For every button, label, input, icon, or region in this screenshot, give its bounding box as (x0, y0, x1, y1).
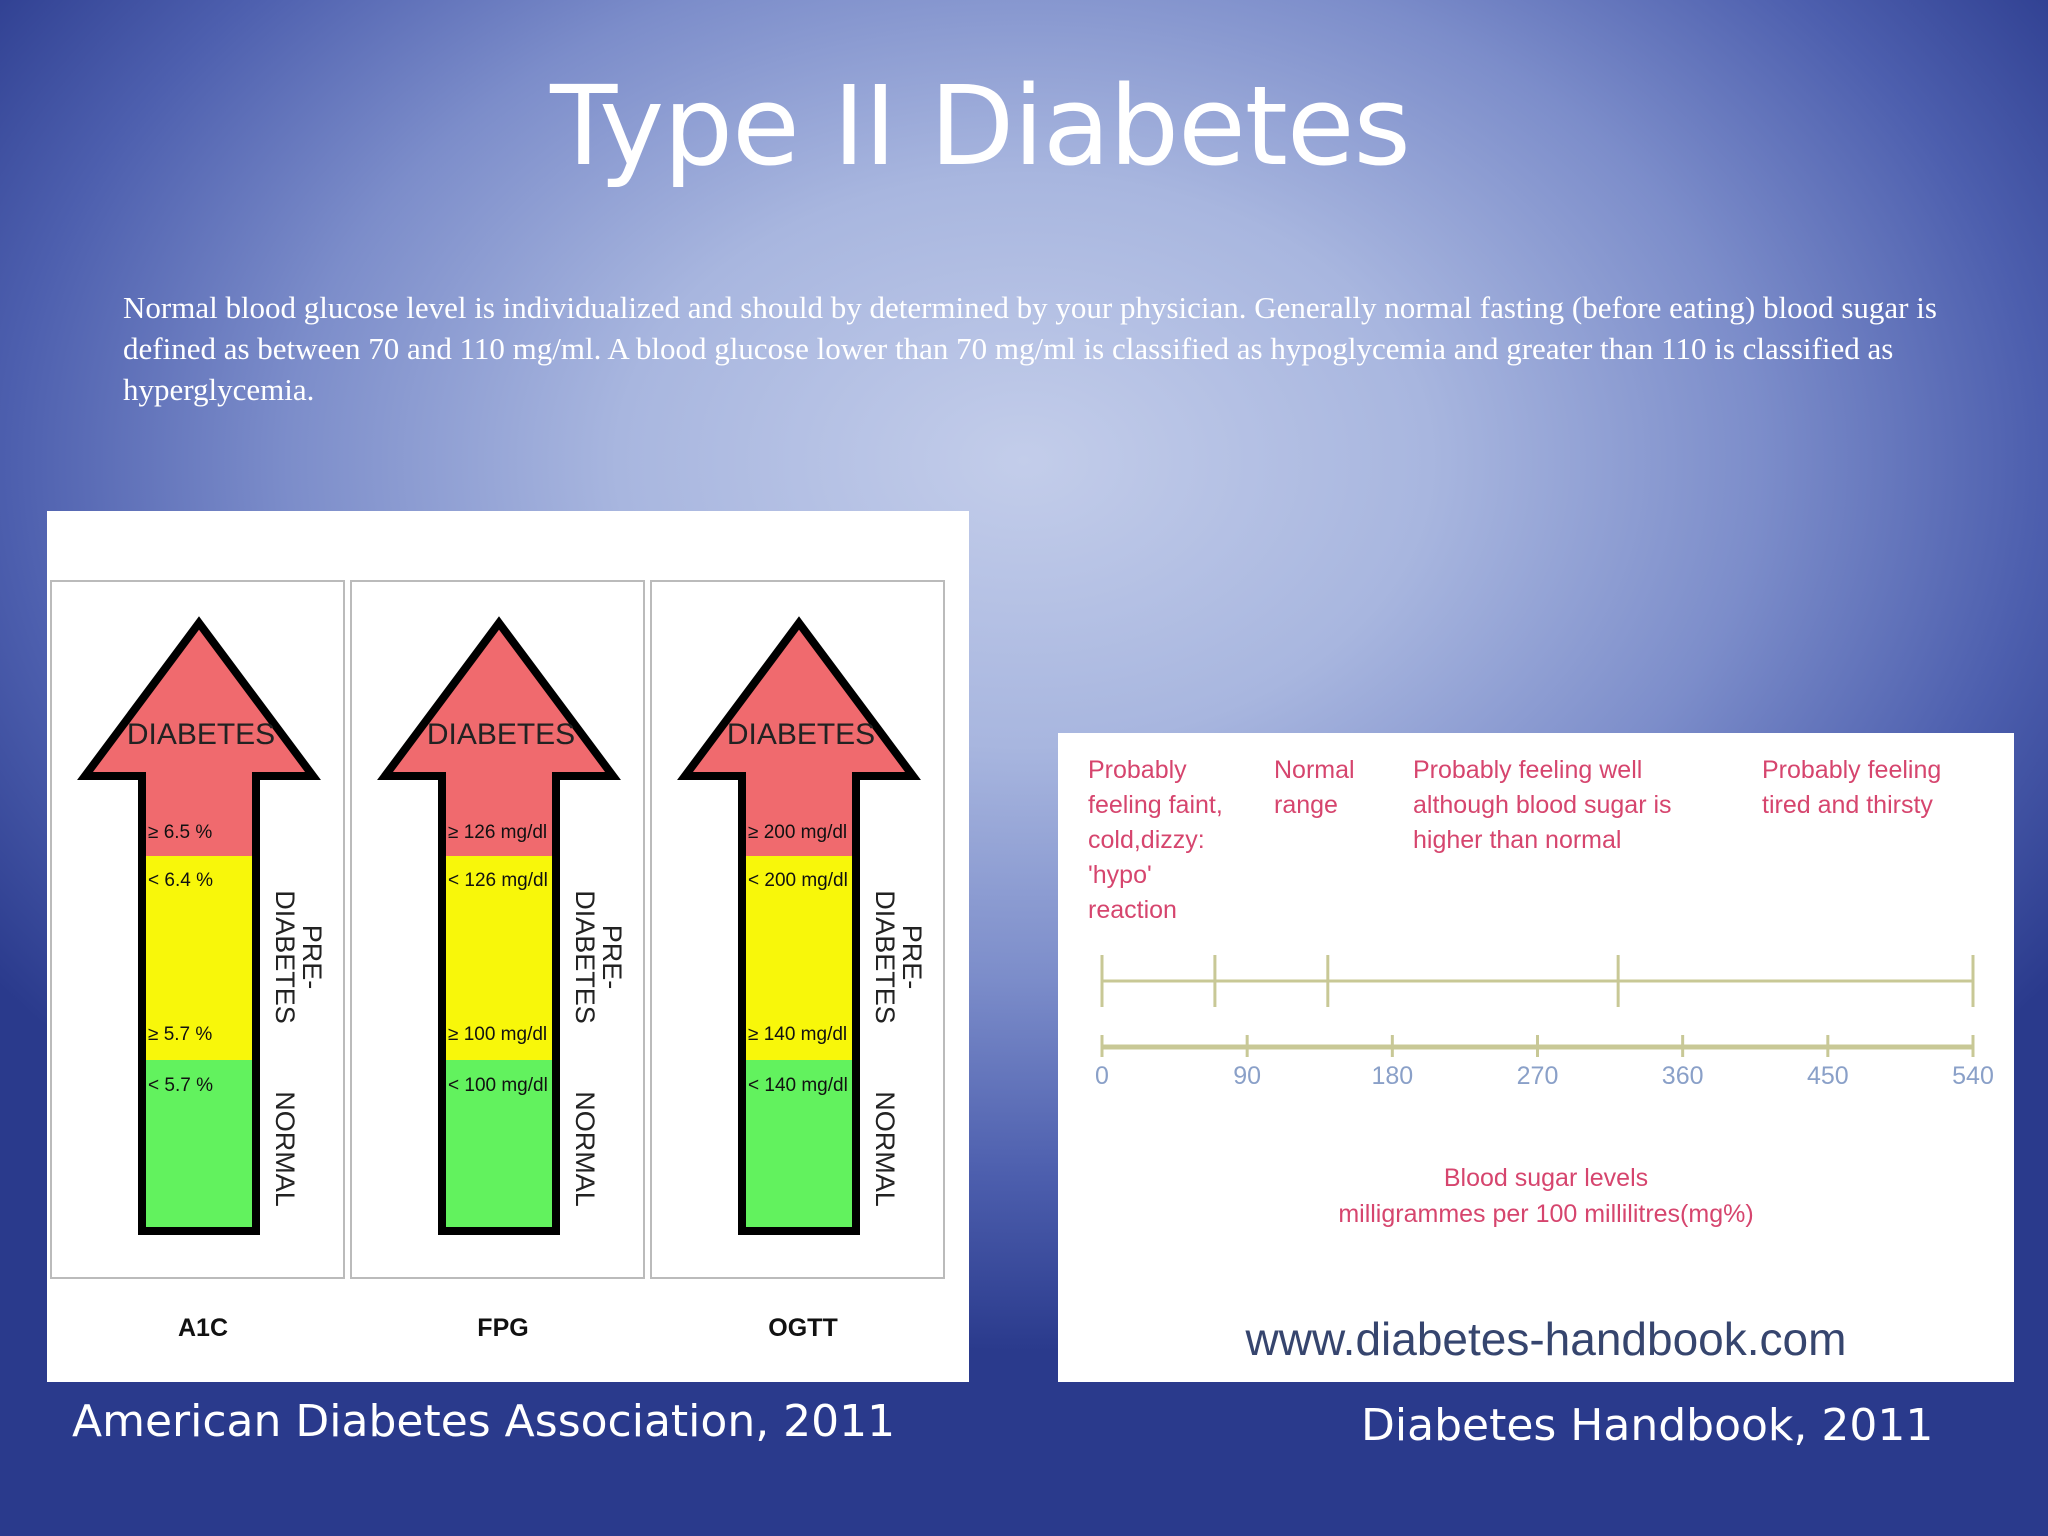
zone-description-3: Probably feeling well although blood suga… (1413, 756, 1672, 854)
test-column-ogtt: DIABETES ≥ 200 mg/dl < 200 mg/dl ≥ 140 mg/d… (650, 580, 945, 1342)
scale-tick-label: 90 (1233, 1062, 1261, 1090)
normal-zone (742, 1060, 856, 1231)
normal-zone (442, 1060, 556, 1231)
scale-tick-label: 450 (1807, 1062, 1849, 1090)
zone-line: cold,dizzy: (1088, 826, 1205, 854)
prediabetes-zone (142, 856, 256, 1060)
right-caption: Diabetes Handbook, 2011 (1361, 1400, 1934, 1451)
prediabetes-zone (442, 856, 556, 1060)
zone-line: reaction (1088, 896, 1177, 924)
zone-description-2: Normal range (1274, 756, 1355, 819)
blood-sugar-scale-figure: Probably feeling faint, cold,dizzy: 'hypo' r… (1058, 733, 2014, 1382)
diabetes-label: DIABETES (127, 718, 275, 751)
normal-upper: < 5.7 % (148, 1075, 213, 1096)
prediabetes-lower: ≥ 100 mg/dl (448, 1024, 547, 1045)
scale-tick-label: 540 (1952, 1062, 1994, 1090)
normal-zone (142, 1060, 256, 1231)
normal-label: NORMAL (570, 1091, 600, 1207)
axis-title-line-2: milligrammes per 100 millilitres(mg%) (1338, 1200, 1753, 1228)
test-column-a1c: DIABETES ≥ 6.5 % < 6.4 % ≥ 5.7 % < 5.7 % PRE-… (50, 580, 345, 1342)
zone-line: Probably feeling (1762, 756, 1941, 784)
axis-title-line-1: Blood sugar levels (1444, 1164, 1648, 1192)
test-name: FPG (477, 1314, 528, 1342)
scale-tick-label: 360 (1662, 1062, 1704, 1090)
zone-line: 'hypo' (1088, 861, 1152, 889)
arrow-outline (677, 616, 921, 1235)
prediabetes-label-2: DIABETES (270, 890, 300, 1024)
scale-tick-label: 270 (1517, 1062, 1559, 1090)
left-caption: American Diabetes Association, 2011 (72, 1396, 896, 1447)
normal-upper: < 100 mg/dl (448, 1075, 548, 1096)
prediabetes-upper: < 6.4 % (148, 870, 213, 891)
zone-line: feeling faint, (1088, 791, 1223, 819)
ada-diagnosis-figure: DIABETES ≥ 6.5 % < 6.4 % ≥ 5.7 % < 5.7 % PRE-… (47, 511, 969, 1382)
zone-description-1: Probably feeling faint, cold,dizzy: 'hypo' r… (1088, 756, 1223, 924)
scale-tick-label: 180 (1371, 1062, 1413, 1090)
intro-paragraph: Normal blood glucose level is individual… (123, 290, 1937, 407)
test-column-fpg: DIABETES ≥ 126 mg/dl < 126 mg/dl ≥ 100 mg/d… (350, 580, 645, 1342)
prediabetes-label-1: PRE- (297, 925, 327, 990)
zone-description-4: Probably feeling tired and thirsty (1762, 756, 1941, 819)
diabetes-threshold: ≥ 200 mg/dl (748, 822, 847, 843)
zone-line: Normal (1274, 756, 1355, 784)
zone-line: tired and thirsty (1762, 791, 1933, 819)
website-url: www.diabetes-handbook.com (1245, 1313, 1847, 1365)
arrow-outline (377, 616, 621, 1235)
normal-label: NORMAL (270, 1091, 300, 1207)
diabetes-threshold: ≥ 6.5 % (148, 822, 212, 843)
prediabetes-upper: < 200 mg/dl (748, 870, 848, 891)
scale-tick-label: 0 (1095, 1062, 1109, 1090)
prediabetes-zone (742, 856, 856, 1060)
test-name: A1C (178, 1314, 228, 1342)
prediabetes-lower: ≥ 140 mg/dl (748, 1024, 847, 1045)
zone-line: higher than normal (1413, 826, 1621, 854)
prediabetes-lower: ≥ 5.7 % (148, 1024, 212, 1045)
diabetes-label: DIABETES (727, 718, 875, 751)
zone-line: Probably (1088, 756, 1187, 784)
slide-title: Type II Diabetes (550, 62, 1411, 190)
arrow-outline (77, 616, 321, 1235)
prediabetes-label-2: DIABETES (570, 890, 600, 1024)
diabetes-label: DIABETES (427, 718, 575, 751)
prediabetes-label-1: PRE- (897, 925, 927, 990)
zone-line: Probably feeling well (1413, 756, 1642, 784)
normal-label: NORMAL (870, 1091, 900, 1207)
zone-line: although blood sugar is (1413, 791, 1672, 819)
diabetes-threshold: ≥ 126 mg/dl (448, 822, 547, 843)
zone-line: range (1274, 791, 1338, 819)
prediabetes-label-1: PRE- (597, 925, 627, 990)
test-name: OGTT (768, 1314, 837, 1342)
prediabetes-upper: < 126 mg/dl (448, 870, 548, 891)
prediabetes-label-2: DIABETES (870, 890, 900, 1024)
normal-upper: < 140 mg/dl (748, 1075, 848, 1096)
